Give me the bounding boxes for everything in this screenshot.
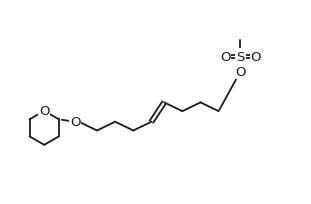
Text: S: S [236, 50, 245, 63]
Text: O: O [250, 50, 261, 63]
Text: O: O [39, 105, 49, 118]
Text: O: O [220, 50, 230, 63]
Text: O: O [235, 65, 246, 79]
Text: O: O [70, 116, 80, 129]
